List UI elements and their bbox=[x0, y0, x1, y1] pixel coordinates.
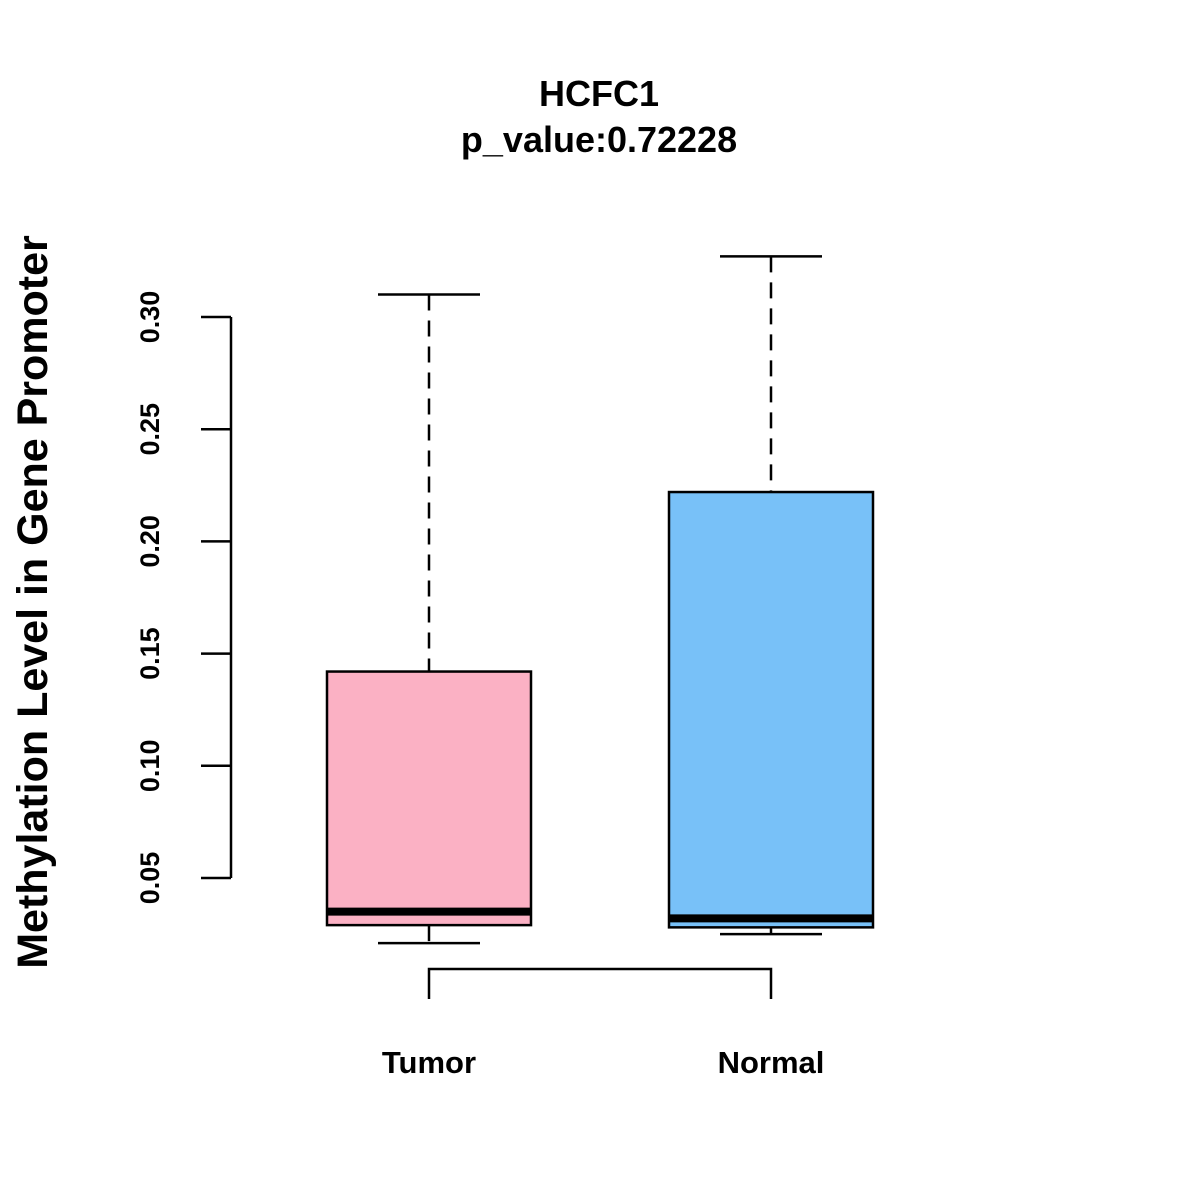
y-tick-label: 0.20 bbox=[135, 515, 165, 568]
y-axis: 0.05 0.10 0.15 0.20 0.25 0.30 bbox=[135, 291, 233, 905]
x-tick-label-normal: Normal bbox=[718, 1045, 825, 1080]
iqr-box bbox=[667, 490, 875, 929]
y-tick-label: 0.25 bbox=[135, 403, 165, 456]
comparison-bracket bbox=[427, 967, 773, 999]
box-series bbox=[325, 255, 875, 945]
y-tick-label: 0.30 bbox=[135, 291, 165, 344]
iqr-box bbox=[325, 670, 533, 927]
y-tick-label: 0.15 bbox=[135, 627, 165, 680]
y-tick-label: 0.10 bbox=[135, 740, 165, 793]
bracket-line bbox=[427, 967, 773, 999]
box-normal bbox=[667, 255, 875, 936]
y-tick-label: 0.05 bbox=[135, 852, 165, 905]
y-axis-label: Methylation Level in Gene Promoter bbox=[9, 235, 57, 969]
chart-title: HCFC1 bbox=[539, 73, 659, 114]
x-tick-label-tumor: Tumor bbox=[382, 1045, 476, 1080]
chart-subtitle: p_value:0.72228 bbox=[461, 119, 737, 160]
box-tumor bbox=[325, 293, 533, 945]
x-axis-labels: Tumor Normal bbox=[382, 1045, 824, 1080]
